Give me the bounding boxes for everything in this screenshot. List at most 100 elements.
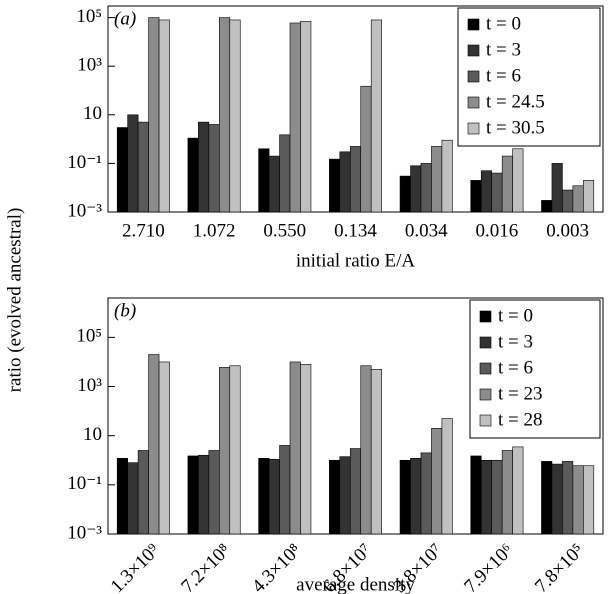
legend-label: t = 0 <box>486 13 521 34</box>
legend-label: t = 30.5 <box>486 117 545 138</box>
bar <box>501 450 513 535</box>
bar <box>268 458 280 535</box>
legend-label: t = 3 <box>486 39 521 60</box>
legend-label: t = 24.5 <box>486 91 545 112</box>
x-axis-label: initial ratio E/A <box>296 250 416 271</box>
legend-swatch <box>467 122 480 135</box>
bar <box>431 146 443 213</box>
bar <box>572 465 584 535</box>
legend-label: t = 28 <box>498 409 543 430</box>
bar <box>562 189 574 213</box>
legend-label: t = 6 <box>498 357 533 378</box>
bar <box>583 180 595 213</box>
bar <box>329 459 341 535</box>
legend-swatch <box>479 362 492 375</box>
bar <box>219 17 231 213</box>
bar <box>268 155 280 213</box>
bar <box>370 369 382 535</box>
y-tick-label: 10⁻¹ <box>67 473 102 494</box>
bar <box>329 158 341 213</box>
bar <box>116 458 128 535</box>
y-tick-label: 10⁻³ <box>67 522 102 543</box>
bar <box>289 361 301 535</box>
bar <box>551 163 563 213</box>
y-tick-label: 10 <box>83 103 102 124</box>
x-tick-label: 7.2×10⁸ <box>177 540 234 594</box>
y-axis-label: ratio (evolved ancestral) <box>4 208 25 393</box>
bar <box>491 172 503 213</box>
x-tick-label: 0.003 <box>546 220 589 241</box>
bar <box>491 459 503 535</box>
bar <box>349 146 362 213</box>
legend-box <box>469 299 601 439</box>
bar <box>410 458 422 535</box>
x-tick-label: 7.9×10⁶ <box>460 540 517 594</box>
y-tick-label: 10⁻³ <box>67 200 102 221</box>
bar <box>116 127 128 213</box>
bar <box>187 137 199 213</box>
bar <box>339 456 351 535</box>
bar <box>137 121 149 213</box>
bar <box>501 155 513 213</box>
bar <box>399 459 411 535</box>
bar <box>470 180 482 213</box>
x-tick-label: 2.710 <box>122 220 165 241</box>
legend-swatch <box>479 388 492 401</box>
bar <box>127 114 139 213</box>
x-tick-label: 0.134 <box>334 220 377 241</box>
legend-label: t = 3 <box>498 331 533 352</box>
x-tick-label: 1.072 <box>193 220 236 241</box>
y-tick-label: 10⁵ <box>76 6 102 27</box>
bar <box>148 354 160 535</box>
bar <box>441 418 453 535</box>
bar <box>158 361 170 535</box>
bar <box>258 148 270 213</box>
bar <box>137 450 149 535</box>
x-tick-label: 7.8×10⁵ <box>531 540 588 594</box>
legend-swatch <box>479 336 492 349</box>
bar <box>420 452 432 535</box>
y-tick-label: 10³ <box>77 55 102 76</box>
bar <box>208 450 220 535</box>
legend-label: t = 0 <box>498 305 533 326</box>
bar <box>148 17 160 213</box>
panel-label: (a) <box>114 8 136 29</box>
legend-swatch <box>467 96 480 109</box>
bar <box>279 134 291 213</box>
bar <box>420 163 432 213</box>
legend-swatch <box>479 310 492 323</box>
bar <box>480 459 492 535</box>
bar <box>198 454 210 535</box>
bar <box>300 21 312 213</box>
legend-label: t = 6 <box>486 65 521 86</box>
bar <box>441 139 453 213</box>
bar <box>360 85 372 213</box>
bar <box>470 455 482 535</box>
bar <box>198 121 210 213</box>
x-tick-label: 0.016 <box>476 220 519 241</box>
bar <box>572 185 584 213</box>
panel-label: (b) <box>114 300 136 321</box>
bar <box>431 427 443 535</box>
y-tick-label: 10⁻¹ <box>67 152 102 173</box>
x-tick-label: 0.034 <box>405 220 448 241</box>
bar <box>229 19 241 213</box>
legend-swatch <box>467 44 480 57</box>
bar <box>229 365 241 535</box>
bar <box>399 175 411 213</box>
bar <box>410 165 422 213</box>
bar <box>541 200 553 213</box>
bar <box>562 461 574 535</box>
bar <box>370 19 382 213</box>
bar <box>279 445 291 535</box>
y-tick-label: 10 <box>83 424 102 445</box>
bar <box>219 367 231 535</box>
bar <box>300 364 312 535</box>
legend-swatch <box>467 70 480 83</box>
bar <box>127 462 139 535</box>
y-tick-label: 10⁵ <box>76 326 102 347</box>
bar <box>208 124 220 213</box>
legend-swatch <box>479 414 492 427</box>
bar <box>187 455 199 535</box>
